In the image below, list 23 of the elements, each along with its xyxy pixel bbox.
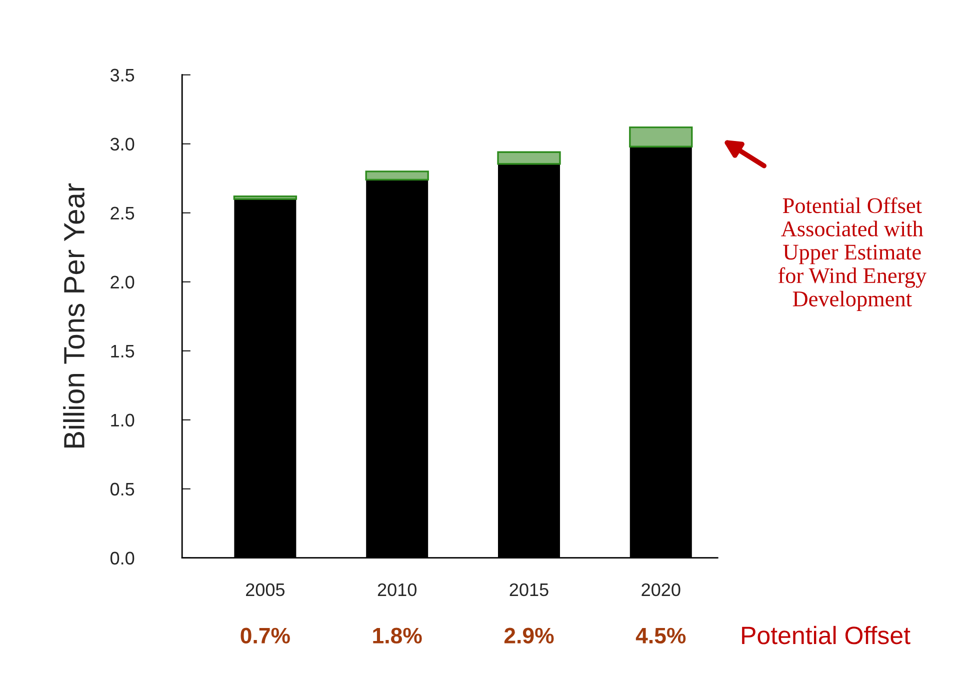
y-tick-label: 0.0 bbox=[110, 552, 134, 565]
text: 4.5% bbox=[636, 628, 686, 644]
text: 0.7% bbox=[240, 628, 290, 644]
bar bbox=[233, 195, 298, 200]
y-tick-label: 0.5 bbox=[110, 482, 134, 496]
x-tick-label: 2010 bbox=[378, 583, 416, 596]
bar bbox=[629, 126, 693, 148]
bar bbox=[365, 170, 429, 181]
text: 2.9% bbox=[504, 628, 554, 644]
text: Potential Offset bbox=[742, 626, 910, 644]
y-tick-label: 1.5 bbox=[111, 344, 134, 358]
y-tick-label: 2.0 bbox=[110, 276, 134, 289]
bar bbox=[497, 151, 561, 165]
text: Potential Offset Associated with Upper Estimate for Wind Energy Development bbox=[778, 197, 927, 311]
y-axis-title: Billion Tons Per Year bbox=[63, 183, 85, 448]
text: 1.8% bbox=[373, 628, 422, 644]
y-tick-label: 3.5 bbox=[110, 68, 134, 82]
y-tick-label: 1.0 bbox=[111, 414, 134, 427]
x-tick-label: 2015 bbox=[510, 583, 548, 596]
y-tick-label: 3.0 bbox=[110, 138, 134, 151]
y-tick-label: 2.5 bbox=[110, 206, 134, 220]
x-tick-label: 2020 bbox=[642, 583, 680, 596]
x-tick-label: 2005 bbox=[246, 583, 285, 596]
